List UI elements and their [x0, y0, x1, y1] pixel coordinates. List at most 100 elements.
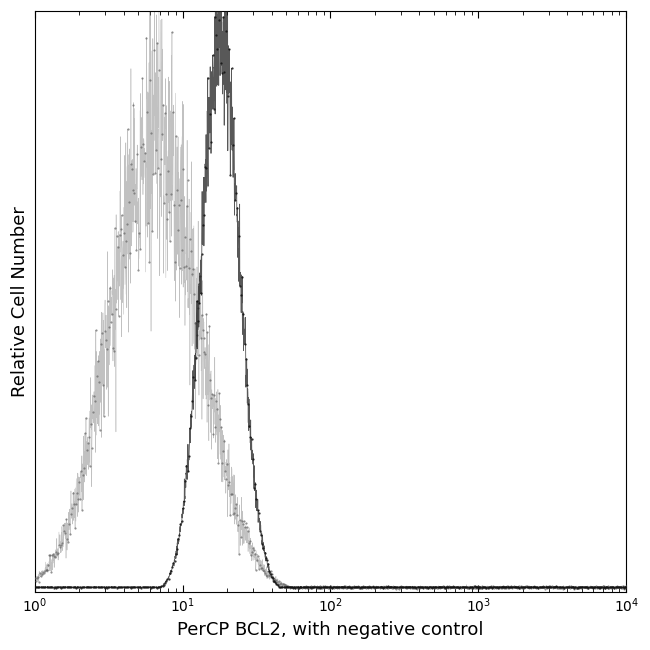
- Point: [607, 582, 618, 593]
- Point: [244, 538, 254, 548]
- Point: [543, 581, 553, 592]
- Point: [124, 582, 135, 592]
- Point: [250, 549, 260, 559]
- Point: [174, 200, 184, 211]
- Point: [577, 581, 587, 592]
- Point: [196, 289, 206, 299]
- Point: [236, 290, 246, 300]
- Point: [477, 581, 488, 592]
- Point: [117, 582, 127, 592]
- Point: [592, 582, 603, 593]
- Point: [150, 582, 160, 592]
- Point: [223, 480, 233, 491]
- Point: [116, 582, 127, 592]
- Point: [251, 494, 261, 504]
- Point: [110, 582, 120, 592]
- Point: [523, 582, 533, 592]
- Point: [546, 582, 556, 593]
- Point: [235, 281, 245, 291]
- Point: [499, 582, 510, 593]
- Point: [203, 400, 214, 410]
- Point: [322, 582, 333, 592]
- Point: [582, 582, 592, 592]
- Point: [278, 582, 289, 593]
- Point: [181, 261, 191, 271]
- Point: [310, 582, 320, 592]
- Point: [62, 582, 73, 592]
- Point: [552, 582, 562, 593]
- Point: [101, 335, 111, 345]
- Point: [582, 583, 593, 593]
- Point: [270, 575, 280, 586]
- Point: [556, 582, 566, 592]
- Point: [257, 539, 268, 549]
- Point: [560, 582, 571, 593]
- Point: [75, 582, 86, 593]
- Point: [345, 582, 356, 592]
- Point: [457, 582, 467, 593]
- Point: [187, 264, 198, 274]
- Point: [595, 582, 605, 593]
- Point: [571, 583, 581, 593]
- Point: [539, 582, 549, 592]
- Point: [604, 582, 615, 592]
- Point: [294, 582, 304, 593]
- Point: [96, 339, 106, 350]
- Point: [483, 582, 493, 592]
- Point: [390, 583, 400, 593]
- Point: [97, 582, 107, 592]
- Point: [230, 502, 240, 513]
- Point: [53, 582, 64, 592]
- Point: [604, 582, 615, 593]
- Point: [263, 566, 273, 577]
- Point: [295, 582, 306, 592]
- Point: [411, 582, 421, 592]
- Point: [518, 582, 528, 593]
- Point: [403, 581, 413, 592]
- Point: [292, 582, 303, 593]
- Point: [324, 582, 334, 593]
- Point: [363, 582, 373, 592]
- Point: [202, 309, 212, 319]
- Point: [88, 391, 99, 401]
- Point: [299, 582, 309, 592]
- Point: [474, 582, 484, 593]
- Point: [537, 582, 547, 592]
- Point: [508, 582, 519, 592]
- Point: [620, 582, 630, 592]
- Point: [40, 566, 50, 577]
- Point: [376, 582, 386, 592]
- Point: [545, 581, 555, 592]
- Point: [105, 582, 116, 592]
- Point: [301, 582, 311, 592]
- Point: [210, 12, 220, 22]
- Point: [512, 582, 523, 592]
- Point: [421, 582, 431, 592]
- Point: [335, 582, 345, 592]
- Point: [337, 582, 347, 592]
- Point: [204, 320, 214, 331]
- Point: [125, 159, 136, 170]
- Point: [541, 581, 551, 592]
- Point: [216, 422, 226, 432]
- Point: [33, 582, 44, 592]
- Point: [262, 571, 272, 582]
- Point: [524, 582, 534, 592]
- Point: [266, 572, 277, 582]
- Point: [316, 582, 326, 593]
- Point: [183, 175, 193, 185]
- Point: [284, 582, 294, 593]
- Point: [482, 582, 492, 592]
- Point: [417, 582, 428, 593]
- Point: [263, 558, 274, 569]
- Point: [323, 582, 333, 593]
- Point: [322, 582, 332, 592]
- Point: [620, 582, 630, 593]
- Point: [31, 573, 42, 583]
- Point: [244, 421, 254, 431]
- Point: [216, 58, 226, 69]
- Point: [167, 27, 177, 37]
- Point: [527, 582, 538, 592]
- Point: [107, 582, 117, 592]
- Point: [358, 581, 369, 592]
